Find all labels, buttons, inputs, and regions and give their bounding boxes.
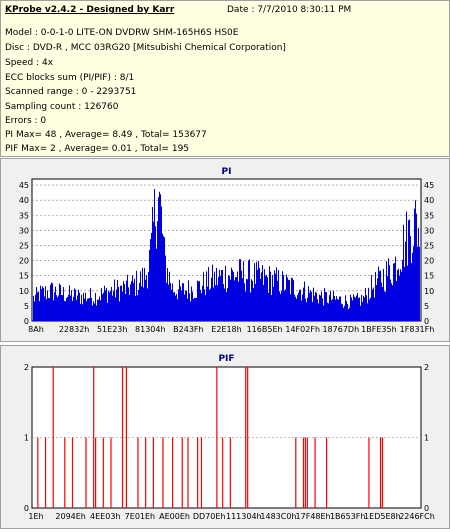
pif-xtick: 1483C0h (260, 512, 296, 521)
pi-ytick-left: 30 (19, 226, 29, 235)
pi-ytick-right: 15 (424, 272, 434, 281)
pi-ytick-right: 35 (424, 211, 434, 220)
pi-title: PI (222, 167, 232, 177)
pif-plot-area (31, 366, 422, 509)
pif-xtick: DD70Eh (193, 512, 226, 521)
pi-ytick-right: 10 (424, 287, 434, 296)
pi-xtick: E2E18h (211, 325, 241, 334)
pi-xtick: 81304h (135, 325, 166, 334)
pi-ytick-right: 25 (424, 241, 434, 250)
pi-xtick: 14F02Fh (285, 325, 320, 334)
pi-chart-panel: PI 0 0 5 5 10 10 15 15 20 20 25 25 30 30 35 35 40 40 45 45 8A… (0, 158, 450, 342)
pi-xtick: 8Ah (28, 325, 44, 334)
pif-bars (37, 367, 384, 508)
pif-ytick-right: 1 (424, 434, 429, 443)
pif-xtick: 111304h (226, 512, 262, 521)
pi-ytick-left: 25 (19, 241, 29, 250)
pi-ytick-left: 5 (24, 302, 29, 311)
pif-title: PIF (218, 354, 234, 364)
pi-ytick-right: 20 (424, 257, 434, 266)
pi-xtick: 116B5Eh (247, 325, 283, 334)
pi-ytick-left: 40 (19, 196, 29, 205)
pif-xtick: 17F48Eh (296, 512, 331, 521)
pi-ytick-left: 15 (19, 272, 29, 281)
pif-xtick: 1ED5E8h (364, 512, 401, 521)
info-line-pi-stats: PI Max= 48 , Average= 8.49 , Total= 1536… (5, 130, 207, 140)
pi-ytick-right: 5 (424, 302, 429, 311)
pif-xtick: 1B653Fh (330, 512, 366, 521)
info-line-errors: Errors : 0 (5, 116, 47, 126)
pi-chart: PI 0 0 5 5 10 10 15 15 20 20 25 25 30 30 35 35 40 40 45 45 8A… (19, 167, 435, 334)
pif-chart-panel: PIF 0 0 1 1 2 2 1Eh 2094Eh 4EE03h 7E01Eh AE00Eh DD70… (0, 345, 450, 529)
app-title: KProbe v2.4.2 - Designed by Karr (5, 5, 175, 15)
pif-ytick-left: 2 (24, 363, 29, 372)
info-line-model: Model : 0-0-1-0 LITE-ON DVDRW SHM-165H6S… (5, 28, 239, 38)
pi-ytick-left: 20 (19, 257, 29, 266)
pif-ytick-right: 0 (424, 504, 429, 513)
pi-xtick: 22832h (59, 325, 90, 334)
pi-bars (33, 188, 420, 321)
info-panel: KProbe v2.4.2 - Designed by Karr Date : … (0, 0, 450, 157)
pif-chart: PIF 0 0 1 1 2 2 1Eh 2094Eh 4EE03h 7E01Eh AE00Eh DD70… (24, 354, 435, 521)
info-line-sampling: Sampling count : 126760 (5, 102, 119, 112)
pi-ytick-left: 45 (19, 181, 29, 190)
pif-ytick-left: 0 (24, 504, 29, 513)
pi-xtick: 51E23h (97, 325, 127, 334)
pi-ytick-left: 35 (19, 211, 29, 220)
pif-xtick: 4EE03h (90, 512, 120, 521)
pi-xtick: 1BFE35h (361, 325, 396, 334)
pi-ytick-right: 30 (424, 226, 434, 235)
pif-ytick-right: 2 (424, 363, 429, 372)
pi-ytick-right: 0 (424, 317, 429, 326)
pif-xtick: 2094Eh (55, 512, 85, 521)
info-line-pif-stats: PIF Max= 2 , Average= 0.01 , Total= 195 (5, 144, 190, 154)
pi-ytick-right: 40 (424, 196, 434, 205)
pi-xtick: 18767Dh (322, 325, 359, 334)
pi-ytick-left: 10 (19, 287, 29, 296)
pi-xtick: 1F831Fh (400, 325, 435, 334)
info-line-ecc: ECC blocks sum (PI/PIF) : 8/1 (5, 73, 135, 83)
info-line-range: Scanned range : 0 - 2293751 (5, 87, 137, 97)
pi-ytick-left: 0 (24, 317, 29, 326)
info-line-speed: Speed : 4x (5, 58, 54, 68)
pif-xtick: 7E01Eh (125, 512, 155, 521)
scan-date: Date : 7/7/2010 8:30:11 PM (227, 5, 352, 15)
pi-xtick: B243Fh (173, 325, 203, 334)
pif-xtick: 1Eh (28, 512, 43, 521)
pif-xtick: 2246FCh (399, 512, 435, 521)
info-line-disc: Disc : DVD-R , MCC 03RG20 [Mitsubishi Ch… (5, 43, 286, 53)
pif-xtick: AE00Eh (159, 512, 190, 521)
pif-ytick-left: 1 (24, 434, 29, 443)
pi-ytick-right: 45 (424, 181, 434, 190)
